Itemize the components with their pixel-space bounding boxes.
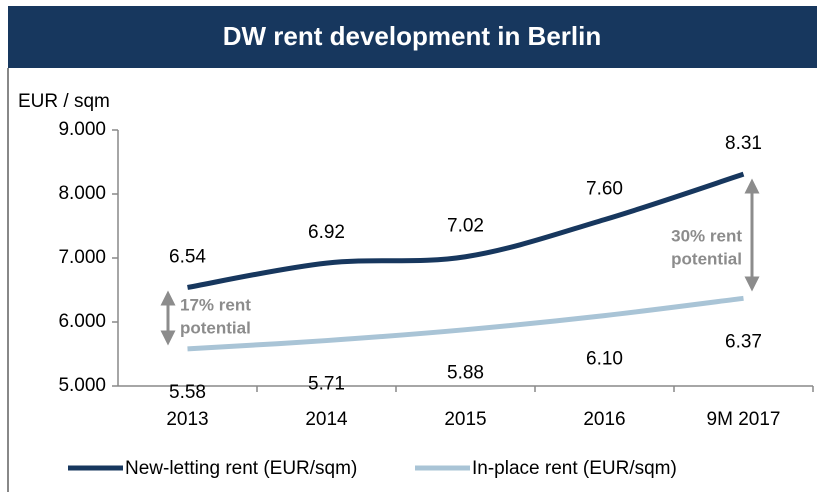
x-tick-label: 2016 [583, 409, 625, 430]
data-label: 5.58 [169, 382, 206, 403]
data-label: 6.54 [169, 246, 206, 267]
data-label: 7.02 [447, 216, 484, 237]
series-line [187, 295, 744, 352]
y-tick-label: 7.000 [58, 247, 106, 268]
data-label: 5.88 [447, 363, 484, 384]
data-label: 6.10 [586, 349, 623, 370]
annotation: 17% rent [180, 295, 251, 314]
data-label: 8.31 [725, 133, 762, 154]
x-tick-label: 2015 [444, 409, 486, 430]
y-axis-label: EUR / sqm [18, 91, 110, 112]
series-line [187, 171, 745, 290]
x-tick-label: 2014 [305, 409, 348, 430]
y-tick-label: 5.000 [58, 375, 106, 396]
x-tick-label: 2013 [166, 409, 208, 430]
y-tick-label: 8.000 [58, 183, 106, 204]
title-bar [8, 6, 817, 68]
data-label: 7.60 [586, 179, 623, 200]
data-label: 6.37 [725, 331, 762, 352]
annotation: potential [180, 318, 251, 337]
y-tick-label: 6.000 [58, 311, 106, 332]
annotation: 30% rent [671, 226, 742, 245]
legend-label: In-place rent (EUR/sqm) [472, 458, 677, 479]
x-tick-label: 9M 2017 [707, 409, 781, 430]
legend-label: New-letting rent (EUR/sqm) [125, 458, 357, 479]
annotation: potential [671, 249, 742, 268]
data-label: 5.71 [308, 374, 345, 395]
y-tick-label: 9.000 [58, 119, 106, 140]
chart-title: DW rent development in Berlin [223, 21, 602, 51]
data-label: 6.92 [308, 222, 345, 243]
